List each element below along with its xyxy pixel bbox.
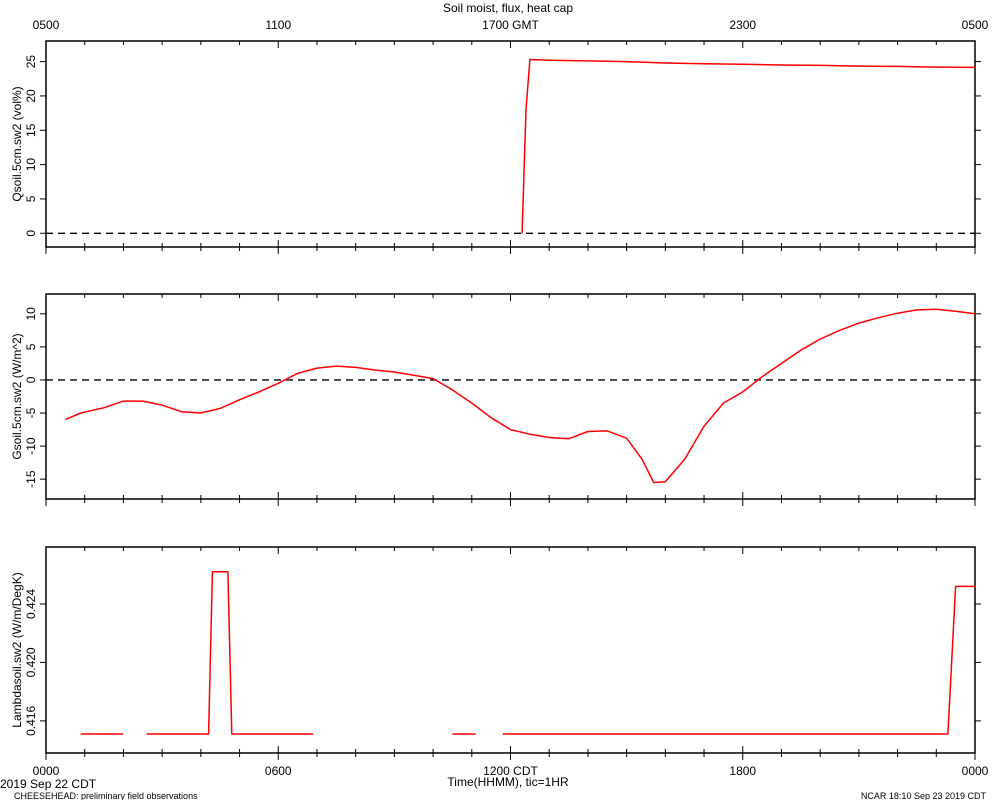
y-tick-label: -5 bbox=[24, 407, 38, 418]
data-line-segment bbox=[146, 571, 314, 735]
footer-left: CHEESEHEAD: preliminary field observatio… bbox=[14, 791, 198, 800]
plot-frame bbox=[45, 546, 976, 754]
y-tick-label: 0 bbox=[24, 376, 38, 383]
panel-1: 0 5 10 15 20 25 Qsoil.5cm.sw2 (vol%) bbox=[10, 40, 981, 254]
top-axis-tick-labels: 0500 1100 1700 GMT 2300 0500 bbox=[33, 18, 989, 32]
y-tick-label: -15 bbox=[24, 470, 38, 488]
bottom-axis-tick-labels: 0000 0600 1200 CDT 1800 0000 bbox=[33, 764, 989, 778]
plot-frame bbox=[45, 293, 976, 500]
y-tick-label: 5 bbox=[24, 343, 38, 350]
top-tick-label: 2300 bbox=[729, 18, 756, 32]
start-date-label: 2019 Sep 22 CDT bbox=[0, 777, 97, 791]
footer-right: NCAR 18:10 Sep 23 2019 CDT bbox=[861, 791, 987, 800]
x-axis-label: Time(HHMM), tic=1HR bbox=[447, 775, 569, 789]
top-tick-label: 1700 GMT bbox=[482, 18, 539, 32]
figure-title: Soil moist, flux, heat cap bbox=[443, 1, 573, 15]
y-tick-label: 0.416 bbox=[24, 706, 38, 736]
y-tick-label: 5 bbox=[24, 195, 38, 202]
bottom-tick-label: 0600 bbox=[265, 764, 292, 778]
y-tick-label: 20 bbox=[24, 89, 38, 103]
y-tick-label: 10 bbox=[24, 158, 38, 172]
top-tick-label: 1100 bbox=[265, 18, 291, 32]
y-tick-label: 25 bbox=[24, 55, 38, 69]
y-tick-label: -10 bbox=[24, 437, 38, 455]
y-axis-label: Qsoil.5cm.sw2 (vol%) bbox=[10, 86, 24, 201]
data-line-segment bbox=[521, 58, 976, 234]
data-line-segment bbox=[502, 585, 975, 735]
y-tick-label: 0.424 bbox=[24, 589, 38, 619]
plot-frame bbox=[45, 40, 976, 248]
bottom-tick-label: 1200 CDT bbox=[483, 764, 538, 778]
data-line-segment bbox=[65, 308, 976, 484]
top-tick-label: 0500 bbox=[33, 18, 60, 32]
y-axis-label: Lambdasoil.sw2 (W/m/DegK) bbox=[10, 572, 24, 727]
bottom-tick-label: 0000 bbox=[33, 764, 60, 778]
y-tick-label: 0 bbox=[24, 230, 38, 237]
y-axis-label: Gsoil.5cm.sw2 (W/m^2) bbox=[10, 333, 24, 459]
y-tick-label: 0.420 bbox=[24, 647, 38, 677]
y-tick-label: 10 bbox=[24, 307, 38, 321]
top-tick-label: 0500 bbox=[962, 18, 989, 32]
bottom-tick-label: 0000 bbox=[962, 764, 989, 778]
bottom-tick-label: 1800 bbox=[729, 764, 756, 778]
y-tick-label: 15 bbox=[24, 123, 38, 137]
